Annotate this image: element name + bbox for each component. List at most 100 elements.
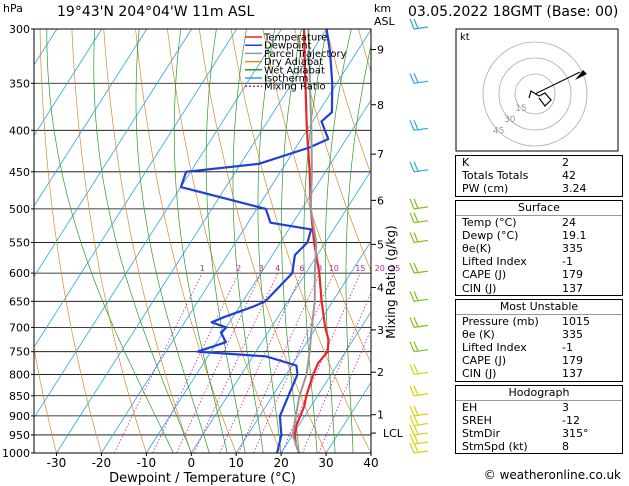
mixing-ratio-label: 6 <box>299 264 304 273</box>
wind-barb <box>409 198 415 210</box>
dry-adiabat-line <box>71 29 147 453</box>
hodograph-trace <box>528 90 552 107</box>
hodograph-unit: kt <box>460 32 470 43</box>
wind-barb <box>413 317 419 328</box>
legend-label: Wet Adiabat <box>264 65 325 76</box>
stats-value: -12 <box>562 413 580 427</box>
y-tick-label: 1000 <box>2 447 30 460</box>
wind-barb <box>413 18 419 29</box>
y-tick-label: 650 <box>9 295 30 308</box>
x-tick-label: 20 <box>273 456 288 470</box>
hodograph-box: Hodograph EH 3 SREH -12 StmDir 315° StmSpd (kt)… <box>455 384 623 455</box>
dry-adiabat-line <box>34 346 57 453</box>
mixing-ratio-label: 3 <box>259 264 264 273</box>
wind-barb <box>413 220 429 224</box>
stats-value: 3.24 <box>562 182 587 196</box>
legend-label: Parcel Trajectory <box>264 49 347 60</box>
series-temperature <box>293 29 330 453</box>
stats-section-title: Surface <box>456 201 622 216</box>
km-tick-label: 7 <box>377 148 384 161</box>
km-unit-label: km <box>374 2 392 15</box>
wind-barb <box>409 424 415 436</box>
stats-value: -1 <box>562 255 573 269</box>
mixing-ratio-line <box>302 292 371 453</box>
wind-barb <box>413 371 429 376</box>
wet-adiabat-line <box>205 29 246 453</box>
stats-value: 335 <box>562 241 583 255</box>
wind-barb <box>413 385 419 396</box>
wind-barb <box>413 127 429 131</box>
dry-adiabat-line <box>230 29 371 453</box>
wind-barb <box>409 341 415 352</box>
wind-barb <box>413 364 419 375</box>
stats-row: θe (K) 335 <box>456 328 622 341</box>
stats-key: Totals Totals <box>462 169 529 183</box>
surface-box: Surface Temp (°C) 24 Dewp (°C) 19.1 θe(K) 335 L… <box>455 199 623 296</box>
isotherm-line <box>34 29 237 348</box>
wind-barb <box>413 393 429 397</box>
wind-barb <box>409 291 415 302</box>
dry-adiabat-line <box>103 29 192 453</box>
mixing-ratio-label: 1 <box>200 264 205 273</box>
km-tick-label: 3 <box>377 324 384 337</box>
y-tick-label: 950 <box>9 429 30 442</box>
stats-value: 24 <box>562 215 576 229</box>
stats-row: EH 3 <box>456 401 622 414</box>
hodograph-ring <box>498 57 572 131</box>
wind-barb <box>413 442 419 453</box>
wind-barb <box>409 317 415 328</box>
stats-row: Pressure (mb) 1015 <box>456 315 622 328</box>
plot-frame <box>33 28 372 454</box>
stats-key: Lifted Index <box>462 341 527 355</box>
copyright: © weatheronline.co.uk <box>483 468 621 482</box>
mixing-ratio-line <box>152 272 239 453</box>
most-unstable-box: Most Unstable Pressure (mb) 1015 θe (K) 335 L… <box>455 298 623 382</box>
wind-barb <box>413 415 419 426</box>
wind-barbs <box>409 18 429 454</box>
stats-key: θe (K) <box>462 327 495 341</box>
wind-barb <box>409 433 415 445</box>
wind-barb <box>413 424 419 435</box>
wind-barb <box>409 161 415 173</box>
stats-row: θe(K) 335 <box>456 242 622 255</box>
stats-row: CIN (J) 137 <box>456 367 622 380</box>
hodograph-arrow <box>575 70 587 80</box>
wind-barb <box>413 262 419 273</box>
wind-barb <box>413 413 429 417</box>
wind-barb <box>413 405 419 416</box>
x-axis-label: Dewpoint / Temperature (°C) <box>109 471 296 486</box>
x-tick-label: 30 <box>318 456 333 470</box>
x-tick-label: 40 <box>363 456 378 470</box>
isotherm-line <box>280 311 371 453</box>
wind-barb <box>413 80 429 84</box>
mixing-ratio-label: 25 <box>390 264 400 273</box>
km-tick-label: 1 <box>377 409 384 422</box>
wind-barb <box>413 212 419 223</box>
wind-barb <box>413 324 429 328</box>
plot-area <box>34 29 371 453</box>
wind-barb <box>409 262 415 274</box>
wind-barb <box>409 73 415 84</box>
stats-key: Lifted Index <box>462 255 527 269</box>
stats-key: CIN (J) <box>462 281 497 295</box>
lcl-label: LCL <box>383 427 404 440</box>
stats-value: 1015 <box>562 314 590 328</box>
wind-barb <box>409 385 415 396</box>
stats-key: Dewp (°C) <box>462 228 519 242</box>
x-tick-label: 0 <box>187 456 195 470</box>
wind-barb <box>413 422 429 427</box>
wind-barb <box>409 232 415 243</box>
stats-row: StmSpd (kt) 8 <box>456 440 622 453</box>
wind-barb <box>413 291 419 301</box>
stats-key: θe(K) <box>462 241 492 255</box>
wet-adiabat-line <box>281 29 302 453</box>
series-dewpoint <box>179 29 334 453</box>
stats-row: Lifted Index -1 <box>456 341 622 354</box>
stats-key: CIN (J) <box>462 367 497 381</box>
mixing-ratio-line <box>113 272 203 453</box>
stats-key: CAPE (J) <box>462 354 507 368</box>
wind-barb <box>413 198 419 209</box>
wind-barb <box>409 18 415 30</box>
stats-row: StmDir 315° <box>456 427 622 440</box>
wind-barb <box>413 239 429 244</box>
